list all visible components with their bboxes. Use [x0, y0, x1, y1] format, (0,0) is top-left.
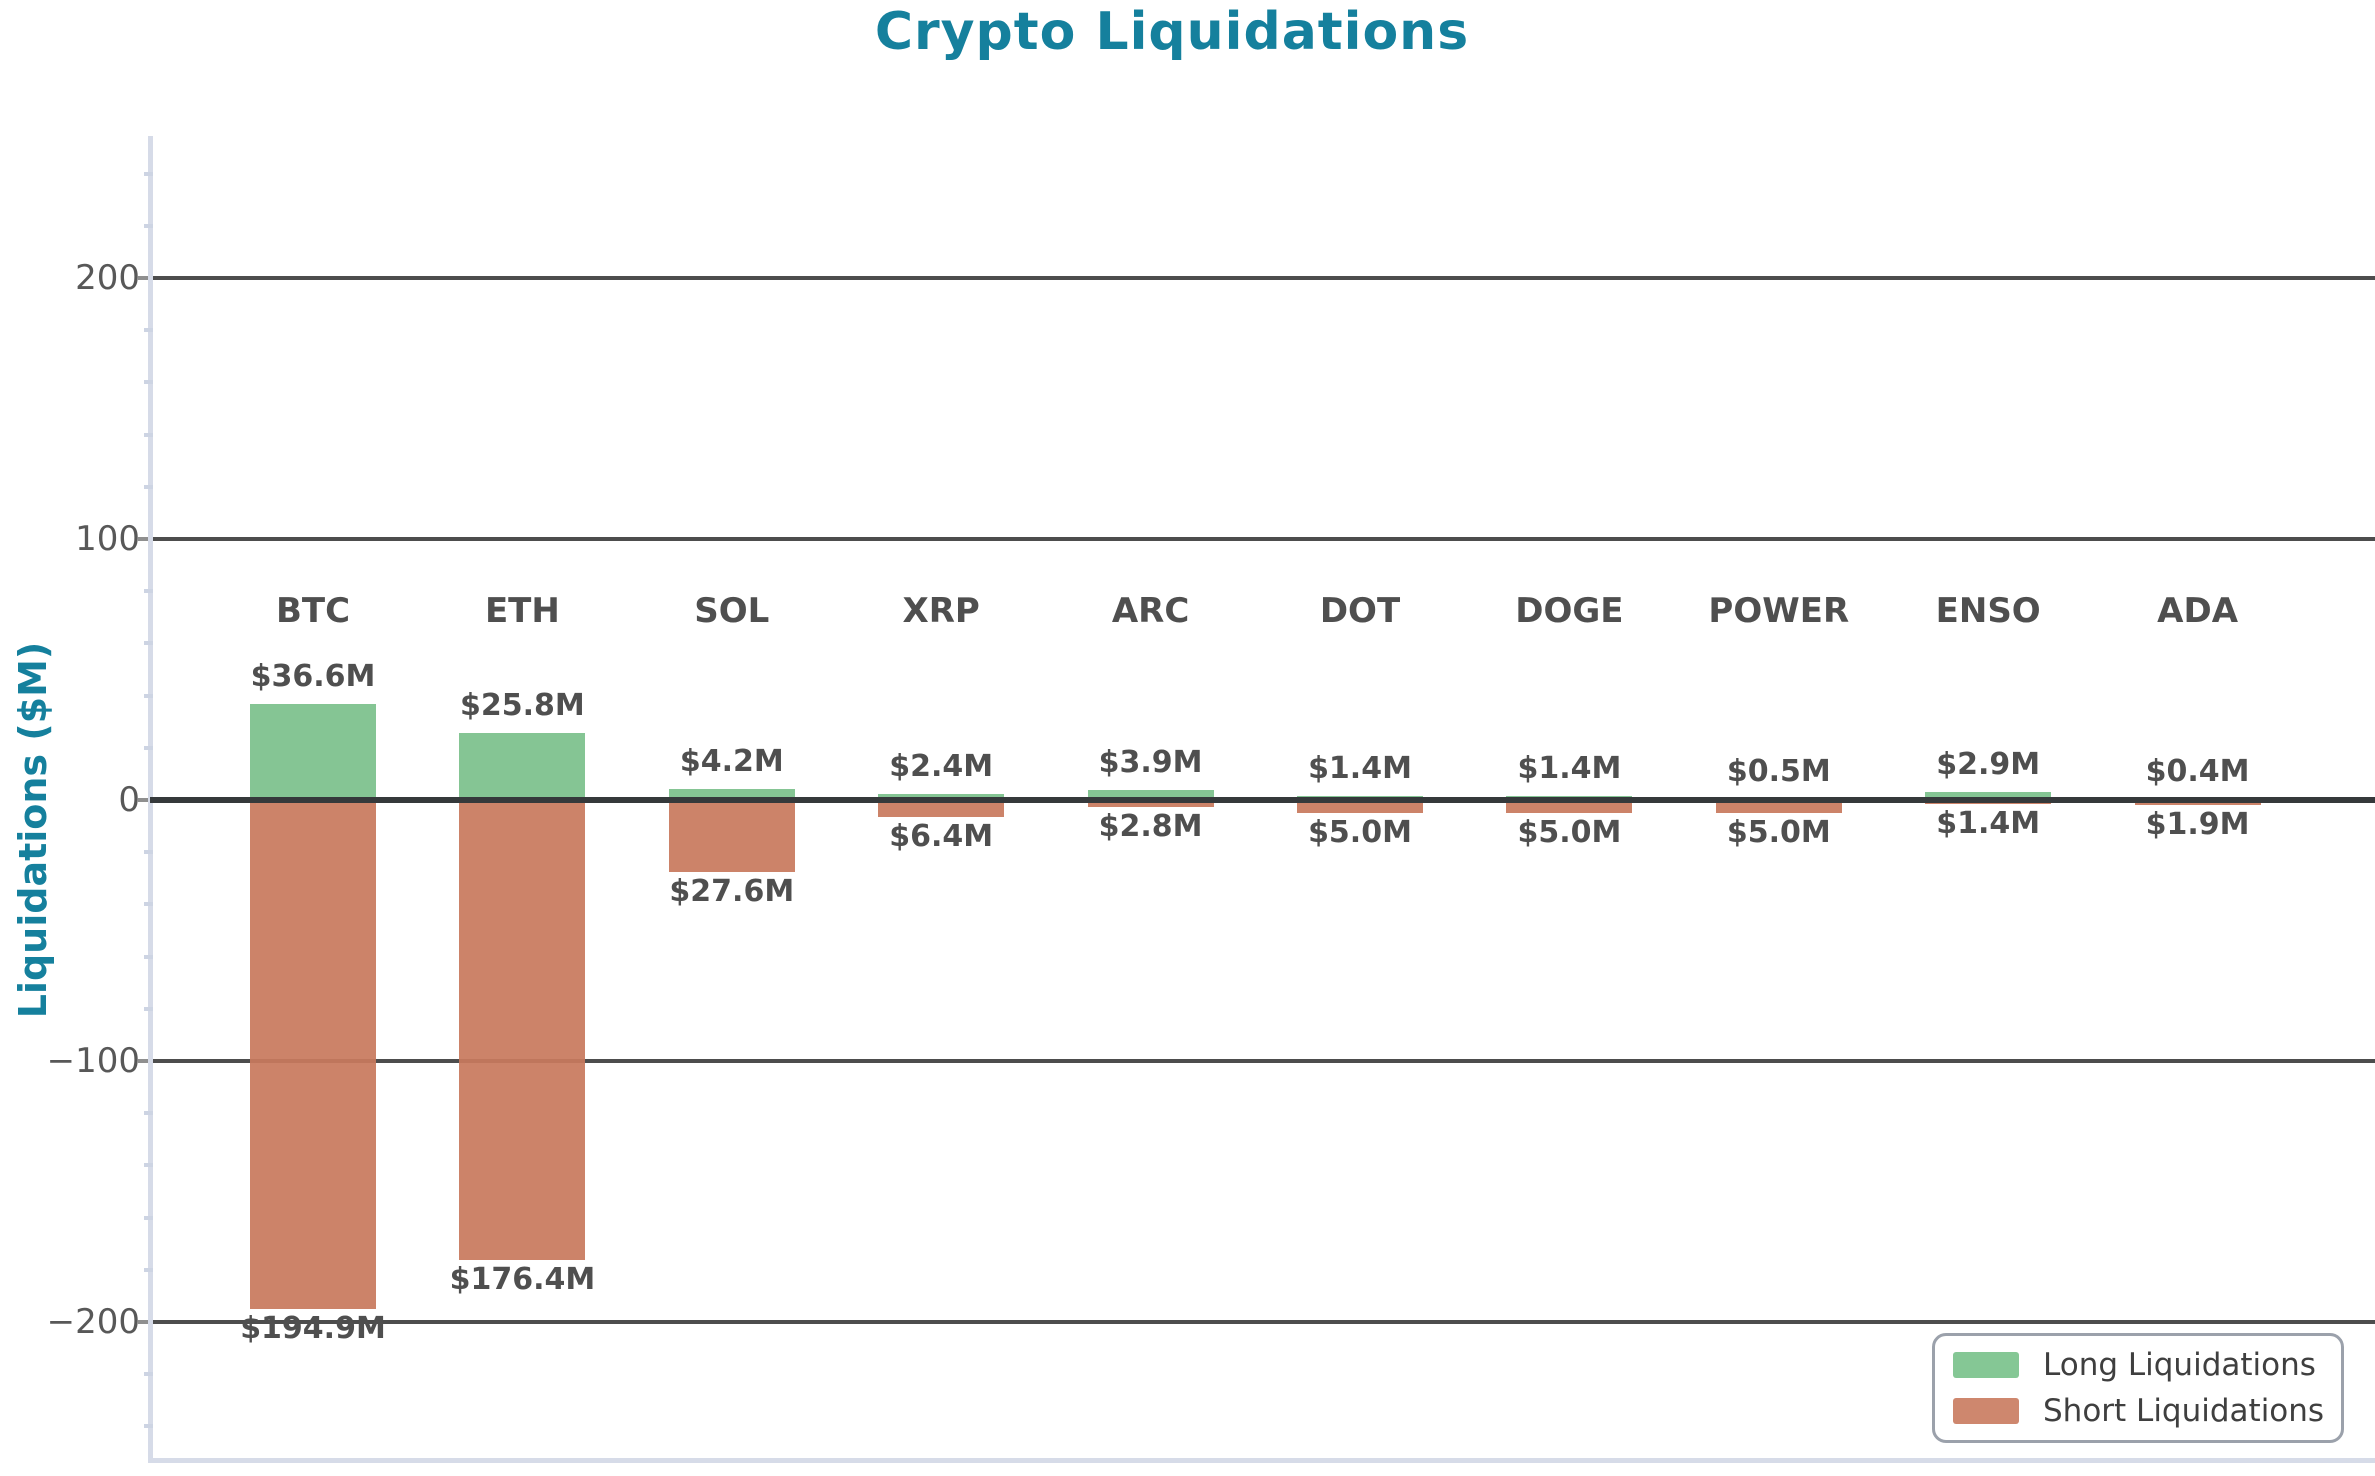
- y-tick-label: 0: [118, 780, 140, 820]
- y-minor-tick: [144, 1006, 153, 1011]
- category-label: ADA: [2157, 591, 2239, 631]
- legend-swatch-long-icon: [1953, 1352, 2019, 1378]
- y-minor-tick: [144, 850, 153, 855]
- bar-value-label-short: $5.0M: [1308, 815, 1412, 851]
- bar-value-label-long: $36.6M: [250, 659, 376, 695]
- y-gridline: [150, 1059, 2375, 1063]
- bar-short-btc: [250, 800, 376, 1309]
- bar-value-label-long: $1.4M: [1308, 751, 1412, 787]
- y-minor-tick: [144, 745, 153, 750]
- y-minor-tick: [144, 1111, 153, 1116]
- legend-swatch-short-icon: [1953, 1398, 2019, 1424]
- bar-long-eth: [459, 732, 586, 800]
- y-minor-tick: [144, 693, 153, 698]
- y-major-tick: [138, 1059, 148, 1063]
- y-minor-tick: [144, 589, 153, 594]
- category-label: ENSO: [1935, 591, 2041, 631]
- bar-value-label-short: $6.4M: [889, 818, 994, 854]
- y-minor-tick: [144, 1267, 153, 1272]
- y-tick-label: 200: [75, 258, 140, 298]
- category-label: BTC: [275, 591, 351, 631]
- chart-title: Crypto Liquidations: [874, 2, 1470, 62]
- y-minor-tick: [144, 954, 153, 959]
- y-gridline: [150, 276, 2375, 280]
- bar-value-label-long: $25.8M: [460, 687, 585, 723]
- bar-value-label-short: $176.4M: [449, 1262, 596, 1298]
- bar-value-label-long: $1.4M: [1517, 751, 1622, 787]
- category-label: ARC: [1111, 591, 1190, 631]
- y-gridline: [150, 537, 2375, 541]
- category-label: ETH: [484, 591, 560, 631]
- bar-short-doge: [1506, 800, 1633, 814]
- category-label: POWER: [1708, 591, 1850, 631]
- bar-value-label-long: $3.9M: [1098, 744, 1203, 780]
- bar-value-label-short: $27.6M: [669, 874, 795, 910]
- y-major-tick: [138, 1320, 148, 1324]
- y-minor-tick: [144, 171, 153, 176]
- category-label: SOL: [694, 591, 770, 631]
- bar-short-xrp: [878, 800, 1005, 817]
- legend-entry-long: Long Liquidations: [1953, 1349, 2323, 1381]
- y-minor-tick: [144, 328, 153, 333]
- legend-label-long: Long Liquidations: [2043, 1347, 2316, 1383]
- y-minor-tick: [144, 1163, 153, 1168]
- y-major-tick: [138, 537, 148, 541]
- y-minor-tick: [144, 484, 153, 489]
- bar-value-label-long: $2.4M: [889, 748, 994, 784]
- bar-long-arc: [1087, 789, 1214, 800]
- bar-value-label-long: $4.2M: [679, 744, 784, 780]
- legend: Long Liquidations Short Liquidations: [1932, 1333, 2344, 1443]
- bar-long-btc: [250, 704, 376, 800]
- bar-short-power: [1715, 800, 1842, 814]
- bar-short-dot: [1297, 800, 1423, 814]
- y-axis-label: Liquidations ($M): [11, 641, 55, 1019]
- y-minor-tick: [144, 1424, 153, 1429]
- y-tick-label: −200: [46, 1302, 140, 1342]
- y-minor-tick: [144, 902, 153, 907]
- bar-long-sol: [668, 789, 795, 800]
- bar-value-label-short: $5.0M: [1726, 815, 1831, 851]
- category-label: DOGE: [1515, 591, 1624, 631]
- bar-value-label-short: $2.8M: [1098, 809, 1203, 845]
- y-gridline: [150, 1320, 2375, 1324]
- bar-long-enso: [1925, 792, 2052, 800]
- legend-entry-short: Short Liquidations: [1953, 1393, 2325, 1429]
- bar-value-label-short: $1.4M: [1936, 805, 2041, 841]
- bar-long-xrp: [878, 793, 1005, 800]
- y-minor-tick: [144, 1372, 153, 1377]
- bar-value-label-short: $194.9M: [240, 1310, 386, 1346]
- y-minor-tick: [144, 1215, 153, 1220]
- y-minor-tick: [144, 223, 153, 228]
- bar-value-label-short: $5.0M: [1517, 815, 1622, 851]
- bar-value-label-long: $2.9M: [1936, 747, 2041, 783]
- zero-baseline: [150, 797, 2375, 803]
- category-label: DOT: [1319, 591, 1401, 631]
- y-minor-tick: [144, 641, 153, 646]
- legend-label-short: Short Liquidations: [2043, 1393, 2325, 1429]
- category-label: XRP: [902, 591, 980, 631]
- y-major-tick: [138, 276, 148, 280]
- bar-short-sol: [668, 800, 795, 873]
- y-major-tick: [138, 798, 148, 802]
- y-tick-label: 100: [75, 519, 140, 559]
- bar-value-label-long: $0.4M: [2145, 753, 2250, 789]
- bar-short-eth: [459, 800, 586, 1261]
- y-tick-label: −100: [46, 1041, 140, 1081]
- y-minor-tick: [144, 380, 153, 385]
- bar-short-arc: [1087, 800, 1214, 808]
- bar-value-label-long: $0.5M: [1726, 753, 1831, 789]
- bar-value-label-short: $1.9M: [2145, 806, 2250, 842]
- x-axis-spine: [148, 1458, 2375, 1463]
- y-minor-tick: [144, 432, 153, 437]
